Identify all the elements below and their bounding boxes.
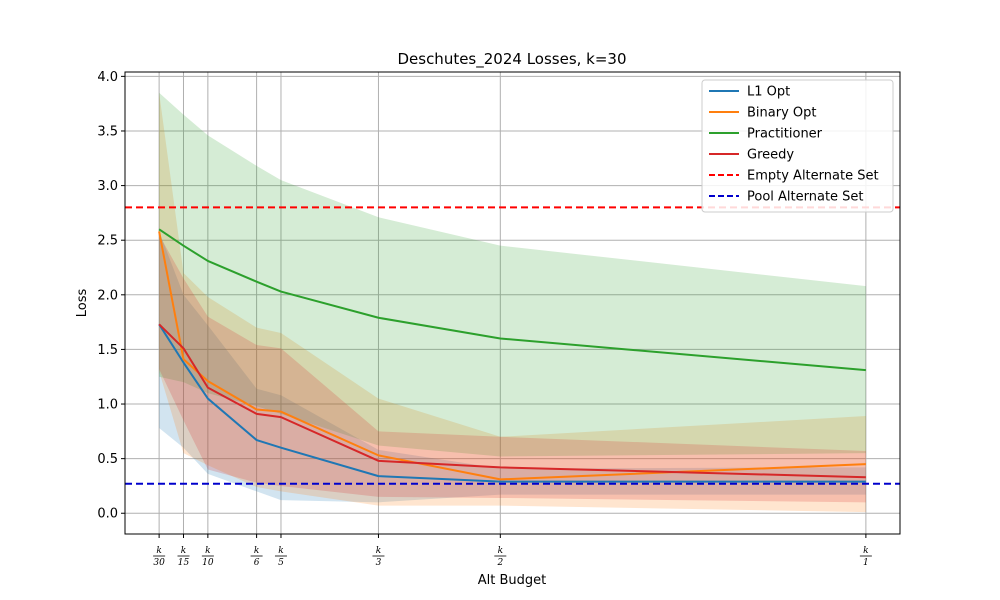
chart-title: Deschutes_2024 Losses, k=30 — [397, 50, 626, 69]
x-tick-denominator: 3 — [376, 558, 382, 568]
legend-label: L1 Opt — [747, 85, 790, 100]
band-l1-opt — [159, 231, 866, 503]
y-tick-label: 1.0 — [97, 398, 118, 413]
y-tick-label: 2.0 — [97, 288, 118, 303]
x-tick-numerator: k — [278, 546, 283, 556]
x-tick-label: k2 — [494, 546, 507, 568]
legend-label: Greedy — [747, 148, 794, 163]
x-tick-label: k 10 — [201, 546, 214, 568]
y-tick-label: 1.5 — [97, 343, 118, 358]
x-tick-numerator: k — [156, 546, 161, 556]
line-l1-opt — [158, 323, 866, 483]
x-tick-denominator: 15 — [178, 558, 190, 568]
line-binary-opt — [158, 231, 866, 481]
legend-label: Pool Alternate Set — [747, 190, 864, 205]
x-tick-label: k6 — [250, 546, 263, 568]
y-axis-ticks: 0.0 0.5 1.0 1.5 2.0 2.5 3.0 3.5 4.0 — [97, 70, 125, 522]
x-tick-label: k 15 — [177, 546, 190, 568]
x-tick-label: k5 — [274, 546, 287, 568]
line-practitioner — [158, 228, 866, 372]
band-binary-opt — [159, 92, 866, 513]
x-tick-denominator: 2 — [496, 558, 503, 568]
reference-lines — [125, 206, 900, 485]
x-tick-denominator: 1 — [863, 558, 869, 568]
y-axis-label: Loss — [75, 289, 90, 318]
grid — [125, 72, 900, 534]
x-tick-numerator: k — [254, 546, 259, 556]
line-greedy — [158, 323, 866, 479]
y-tick-label: 2.5 — [97, 234, 118, 249]
x-tick-numerator: k — [498, 546, 503, 556]
x-tick-denominator: 5 — [278, 558, 284, 568]
x-tick-numerator: k — [205, 546, 210, 556]
x-axis-label: Alt Budget — [478, 573, 547, 588]
legend-box — [701, 79, 894, 213]
y-tick-label: 0.5 — [97, 452, 118, 467]
legend: L1 Opt Binary Opt Practitioner Greedy Empty … — [701, 79, 894, 213]
band-practitioner — [159, 92, 866, 457]
legend-label: Binary Opt — [747, 106, 817, 121]
x-tick-numerator: k — [863, 546, 868, 556]
y-tick-label: 3.5 — [97, 124, 118, 139]
legend-label: Empty Alternate Set — [747, 169, 879, 184]
x-tick-label: k 30 — [153, 546, 166, 568]
y-tick-label: 0.0 — [97, 507, 118, 522]
x-tick-numerator: k — [181, 546, 186, 556]
x-tick-label: k1 — [859, 546, 872, 568]
plot-frame — [124, 71, 901, 535]
y-tick-label: 4.0 — [97, 70, 118, 85]
x-tick-denominator: 30 — [153, 558, 165, 568]
legend-label: Practitioner — [747, 127, 823, 142]
x-tick-denominator: 10 — [202, 558, 214, 568]
x-tick-numerator: k — [376, 546, 381, 556]
y-tick-label: 3.0 — [97, 179, 118, 194]
series-lines — [158, 228, 866, 483]
x-tick-label: k3 — [372, 546, 385, 568]
x-tick-denominator: 6 — [254, 558, 260, 568]
